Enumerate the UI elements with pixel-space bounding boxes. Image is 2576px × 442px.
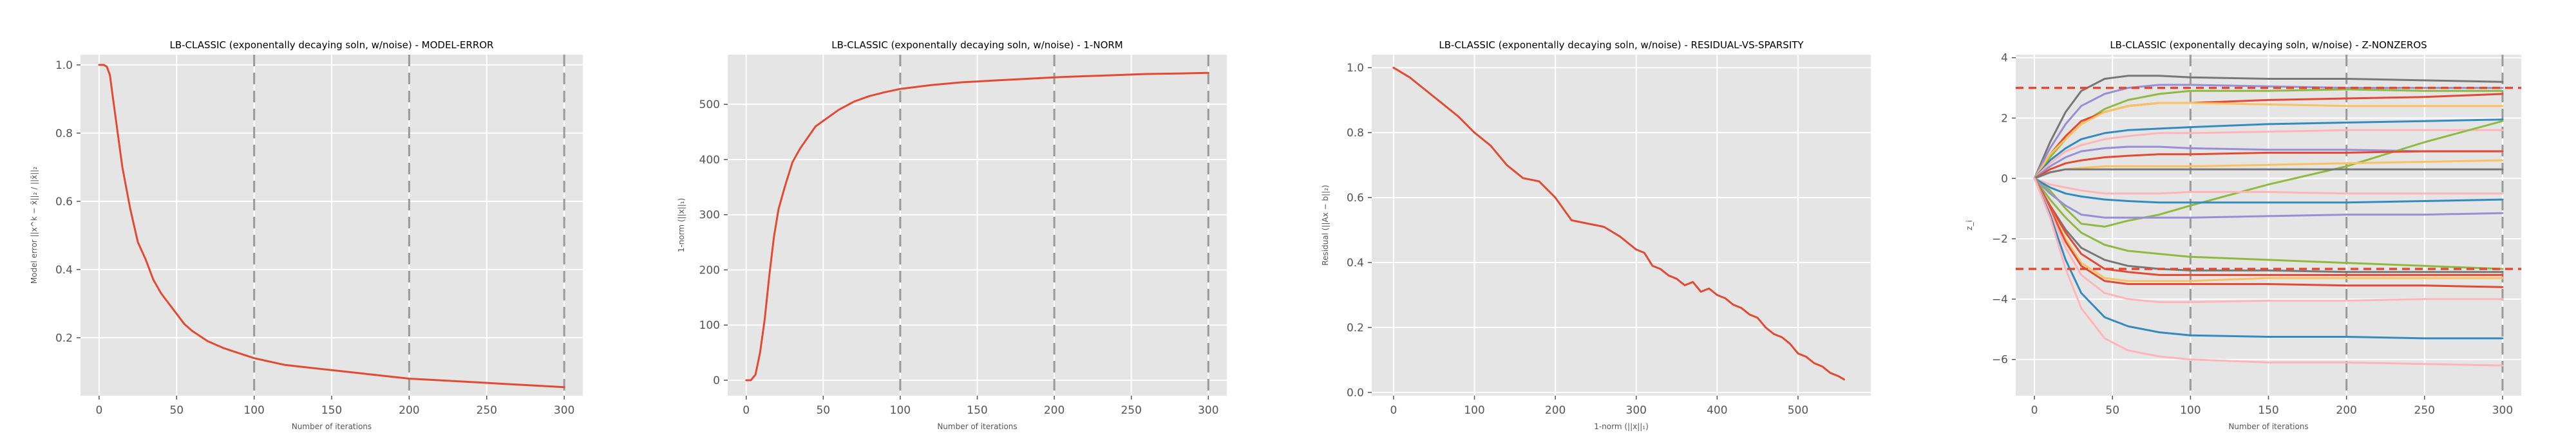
y-tick-label: 0.8 (55, 127, 73, 140)
x-tick-label: 300 (554, 404, 574, 417)
x-tick-label: 300 (2492, 404, 2513, 417)
x-axis-label: Number of iterations (2228, 422, 2308, 431)
x-tick-label: 200 (1044, 404, 1065, 417)
series-line-13 (2033, 177, 2504, 195)
x-tick-label: 100 (1464, 404, 1484, 417)
series-line-2 (2033, 84, 2504, 180)
chart-title: LB-CLASSIC (exponentally decaying soln, … (831, 39, 1123, 51)
series-line-14 (2033, 177, 2504, 204)
y-tick-label: 0.8 (1347, 127, 1364, 140)
x-tick-label: 0 (1390, 404, 1397, 417)
x-tick-label: 0 (95, 404, 102, 417)
y-axis-label: Residual (||Ax − b||₂) (1321, 185, 1330, 265)
chart-residual-vs-sparsity: 0 100 200 300 400 500 0.0 0.2 0.4 0.6 0.8 1.0 LB-CLA… (1321, 39, 1871, 431)
y-axis-label: z_i (1965, 220, 1974, 230)
x-tick-label: 50 (169, 404, 184, 417)
series-line-20 (2033, 177, 2504, 288)
chart-model-error: 0 50 100 150 200 250 300 0.2 0.4 0.6 0.8 1.0 LB-CLAS… (30, 39, 583, 431)
series-line-18 (2033, 177, 2504, 276)
series-line-5 (2033, 102, 2504, 180)
chart-z-nonzeros: 0 50 100 150 200 250 300 −6 −4 −2 0 2 4 LB-CLASSIC (e… (1965, 39, 2521, 431)
series-line-21 (2033, 177, 2504, 304)
series-line-12 (2033, 168, 2504, 180)
chart-panel-residual-vs-sparsity: 0 100 200 300 400 500 0.0 0.2 0.4 0.6 0.8 1.0 LB-CLA… (1288, 0, 1926, 442)
x-tick-label: 0 (2031, 404, 2038, 417)
x-axis-label: 1-norm (||x||₁) (1594, 422, 1649, 431)
y-tick-label: 400 (699, 154, 720, 167)
y-tick-label: 0.4 (55, 264, 73, 277)
series-line-1 (745, 71, 1209, 382)
series-line-7 (2033, 129, 2504, 180)
chart-title: LB-CLASSIC (exponentally decaying soln, … (170, 39, 494, 51)
series-line-17 (2033, 177, 2504, 273)
x-tick-label: 200 (399, 404, 419, 417)
x-tick-label: 300 (1198, 404, 1218, 417)
series-line-10 (2033, 150, 2504, 180)
series-line-16 (2033, 177, 2504, 270)
y-tick-label: 300 (699, 209, 720, 222)
chart-title: LB-CLASSIC (exponentally decaying soln, … (1439, 39, 1804, 51)
x-tick-label: 250 (2414, 404, 2435, 417)
series-group (98, 64, 565, 389)
series-line-22 (2033, 177, 2504, 340)
x-tick-label: 150 (967, 404, 987, 417)
series-group (1392, 66, 1845, 381)
y-tick-label: 2 (2001, 112, 2008, 125)
x-tick-label: 250 (1121, 404, 1141, 417)
y-tick-label: 200 (699, 264, 720, 277)
chart-panel-one-norm: 0 50 100 150 200 250 300 0 100 200 300 400 500 LB-CLA… (644, 0, 1282, 442)
series-line-1 (1392, 66, 1845, 381)
series-line-15 (2033, 177, 2504, 219)
y-tick-label: 0 (2001, 172, 2008, 185)
x-tick-label: 0 (743, 404, 750, 417)
chart-panel-z-nonzeros: 0 50 100 150 200 250 300 −6 −4 −2 0 2 4 LB-CLASSIC (e… (1932, 0, 2570, 442)
y-axis-label: Model error ||x^k − x̄||₂ / ||x̄||₂ (30, 167, 39, 284)
series-line-6 (2033, 118, 2504, 180)
x-tick-label: 100 (2180, 404, 2201, 417)
x-tick-label: 50 (816, 404, 830, 417)
x-tick-label: 500 (1788, 404, 1808, 417)
series-line-8 (2033, 145, 2504, 180)
x-tick-label: 400 (1707, 404, 1727, 417)
x-tick-label: 200 (2336, 404, 2356, 417)
series-group (2033, 75, 2504, 367)
y-tick-label: 0.6 (1347, 192, 1364, 205)
series-line-1 (2033, 75, 2504, 180)
y-tick-label: 100 (699, 319, 720, 332)
chart-title: LB-CLASSIC (exponentally decaying soln, … (2110, 39, 2427, 51)
series-line-23 (2033, 177, 2504, 367)
y-tick-label: 0.2 (1347, 322, 1364, 335)
plot-area (1372, 55, 1871, 396)
x-tick-label: 250 (477, 404, 497, 417)
y-tick-label: 1.0 (55, 59, 73, 72)
x-tick-label: 100 (243, 404, 264, 417)
x-axis-label: Number of iterations (292, 422, 372, 431)
x-tick-label: 150 (321, 404, 342, 417)
y-tick-label: 0.6 (55, 196, 73, 208)
chart-one-norm: 0 50 100 150 200 250 300 0 100 200 300 400 500 LB-CLA… (677, 39, 1227, 431)
series-line-1 (98, 64, 565, 389)
y-tick-label: −6 (1992, 354, 2008, 367)
y-tick-label: 0.2 (55, 332, 73, 345)
series-group (745, 71, 1209, 382)
y-tick-label: 500 (699, 98, 720, 111)
y-axis-label: 1-norm (||x||₁) (677, 198, 686, 253)
y-tick-label: 0 (713, 374, 720, 387)
x-tick-label: 150 (2258, 404, 2278, 417)
y-tick-label: 0.0 (1347, 387, 1364, 400)
x-tick-label: 100 (890, 404, 911, 417)
series-line-19 (2033, 177, 2504, 282)
y-tick-label: −2 (1992, 233, 2008, 246)
y-tick-label: 4 (2001, 52, 2008, 65)
x-tick-label: 200 (1545, 404, 1566, 417)
x-tick-label: 300 (1626, 404, 1647, 417)
x-tick-label: 50 (2105, 404, 2119, 417)
y-tick-label: 0.4 (1347, 257, 1364, 270)
y-tick-label: −4 (1992, 293, 2008, 306)
y-tick-label: 1.0 (1347, 62, 1364, 75)
chart-panel-model-error: 0 50 100 150 200 250 300 0.2 0.4 0.6 0.8 1.0 LB-CLAS… (0, 0, 638, 442)
x-axis-label: Number of iterations (937, 422, 1017, 431)
